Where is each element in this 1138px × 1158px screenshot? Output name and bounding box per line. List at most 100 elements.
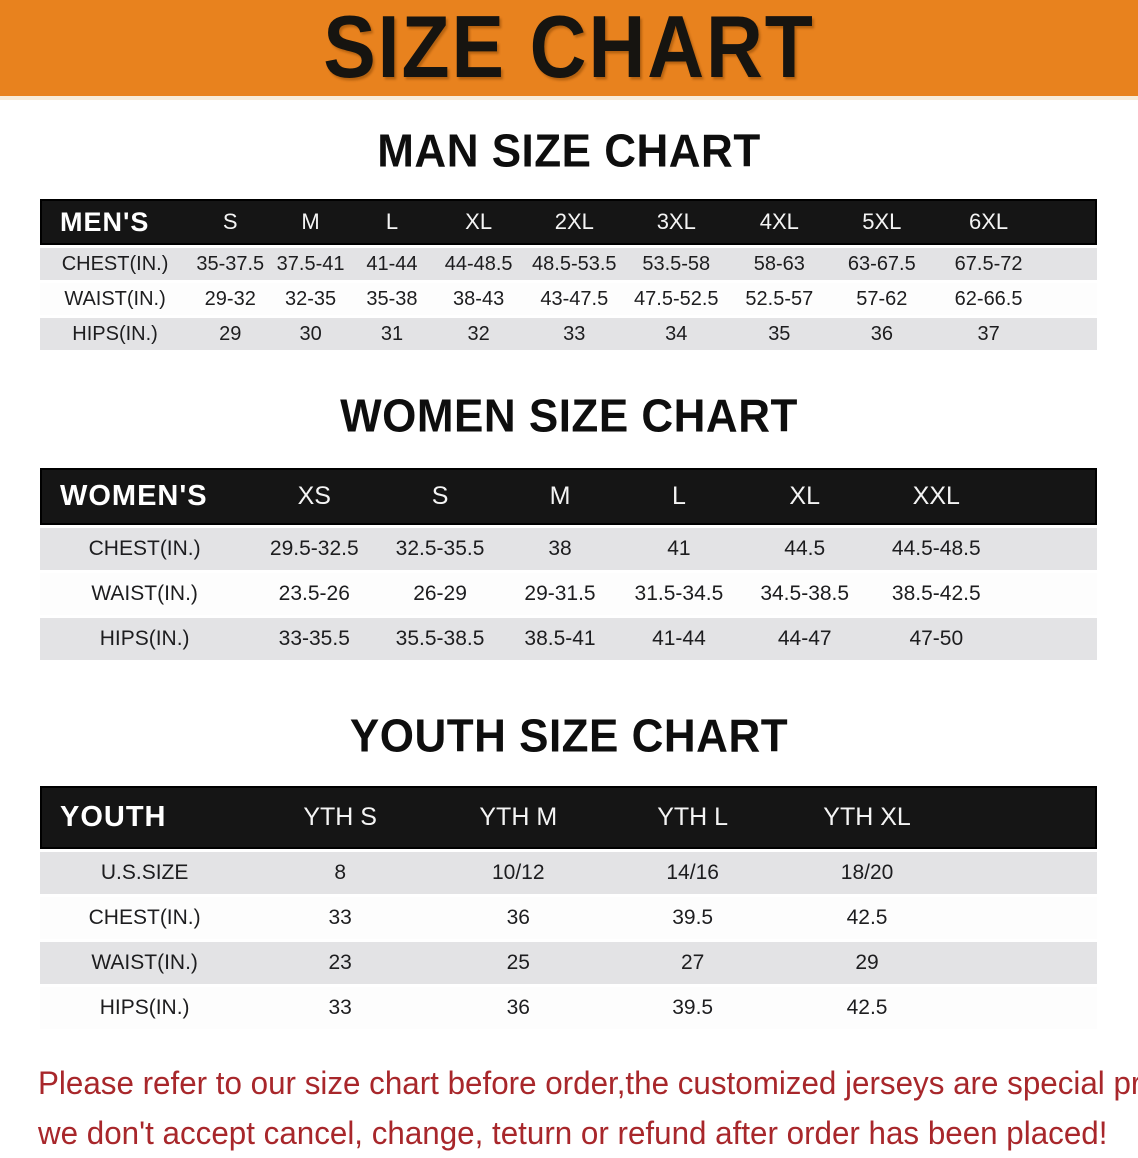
disclaimer-text: Please refer to our size chart before or… [38,1058,1138,1158]
row-label: CHEST(IN.) [40,248,191,280]
size-column-header: L [350,199,434,245]
row-spacer [1044,283,1097,315]
size-value-cell: 38.5-41 [500,618,620,660]
youth-corner-label: YOUTH [40,786,250,849]
size-value-cell: 33-35.5 [249,618,380,660]
banner-title: SIZE CHART [323,0,815,97]
size-value-cell: 26-29 [379,573,501,615]
size-value-cell: 36 [431,897,606,939]
size-column-header: XL [433,199,525,245]
size-value-cell: 31.5-34.5 [619,573,739,615]
header-spacer [954,786,1097,849]
table-row: HIPS(IN.) 29 30 31 32 33 34 35 36 37 [40,318,1097,350]
size-value-cell: 42.5 [779,987,955,1029]
row-label: CHEST(IN.) [40,897,250,939]
table-row: WAIST(IN.) 23 25 27 29 [40,942,1097,984]
size-value-cell: 30 [270,318,351,350]
size-value-cell: 35-37.5 [190,248,271,280]
size-column-header: 5XL [830,199,934,245]
size-column-header: YTH S [249,786,432,849]
row-label: HIPS(IN.) [40,318,191,350]
size-value-cell: 35 [728,318,831,350]
size-value-cell: 58-63 [728,248,831,280]
size-column-header: 4XL [728,199,831,245]
row-spacer [954,852,1097,894]
row-label: WAIST(IN.) [40,283,191,315]
row-label: CHEST(IN.) [40,528,250,570]
disclaimer-line-2: we don't accept cancel, change, teturn o… [38,1115,1108,1151]
table-row: U.S.SIZE 8 10/12 14/16 18/20 [40,852,1097,894]
header-spacer [1044,199,1097,245]
size-value-cell: 39.5 [605,987,780,1029]
size-column-header: S [190,199,271,245]
size-value-cell: 38-43 [433,283,525,315]
row-spacer [954,942,1097,984]
size-value-cell: 38 [500,528,620,570]
size-value-cell: 33 [249,897,432,939]
size-value-cell: 53.5-58 [624,248,729,280]
size-value-cell: 41-44 [619,618,739,660]
size-column-header: XL [738,468,871,525]
size-value-cell: 43-47.5 [524,283,625,315]
size-value-cell: 32-35 [270,283,351,315]
table-row: CHEST(IN.) 33 36 39.5 42.5 [40,897,1097,939]
disclaimer-line-1: Please refer to our size chart before or… [38,1065,1138,1101]
size-value-cell: 34.5-38.5 [738,573,871,615]
size-value-cell: 44.5-48.5 [870,528,1002,570]
header-spacer [1001,468,1097,525]
size-column-header: YTH M [431,786,606,849]
man-size-chart-heading: MAN SIZE CHART [377,125,761,178]
size-value-cell: 52.5-57 [728,283,831,315]
youth-size-chart-heading: YOUTH SIZE CHART [349,710,789,763]
size-column-header: 6XL [933,199,1045,245]
size-column-header: M [500,468,620,525]
size-value-cell: 44-47 [738,618,871,660]
row-label: WAIST(IN.) [40,942,250,984]
size-value-cell: 42.5 [779,897,955,939]
women-header-row: WOMEN'S XS S M L XL XXL [40,468,1097,525]
size-value-cell: 63-67.5 [830,248,934,280]
table-row: CHEST(IN.) 35-37.5 37.5-41 41-44 44-48.5… [40,248,1097,280]
row-spacer [1001,618,1097,660]
size-column-header: XS [249,468,380,525]
size-value-cell: 29-32 [190,283,271,315]
youth-header-row: YOUTH YTH S YTH M YTH L YTH XL [40,786,1097,849]
size-value-cell: 57-62 [830,283,934,315]
size-value-cell: 67.5-72 [933,248,1045,280]
size-value-cell: 47.5-52.5 [624,283,729,315]
row-spacer [1001,573,1097,615]
size-value-cell: 31 [350,318,434,350]
size-value-cell: 41-44 [350,248,434,280]
size-value-cell: 37.5-41 [270,248,351,280]
size-value-cell: 29-31.5 [500,573,620,615]
youth-size-table: YOUTH YTH S YTH M YTH L YTH XL U.S.SIZE … [40,783,1097,1032]
table-row: HIPS(IN.) 33-35.5 35.5-38.5 38.5-41 41-4… [40,618,1097,660]
size-value-cell: 14/16 [605,852,780,894]
size-chart-banner: SIZE CHART [0,0,1138,100]
row-spacer [1044,318,1097,350]
size-column-header: YTH XL [779,786,955,849]
row-label: HIPS(IN.) [40,618,250,660]
size-column-header: S [379,468,501,525]
size-column-header: 3XL [624,199,729,245]
women-corner-label: WOMEN'S [40,468,250,525]
row-label: WAIST(IN.) [40,573,250,615]
size-value-cell: 8 [249,852,432,894]
size-value-cell: 10/12 [431,852,606,894]
size-value-cell: 18/20 [779,852,955,894]
table-row: WAIST(IN.) 23.5-26 26-29 29-31.5 31.5-34… [40,573,1097,615]
size-value-cell: 34 [624,318,729,350]
size-value-cell: 62-66.5 [933,283,1045,315]
size-value-cell: 36 [830,318,934,350]
size-value-cell: 44-48.5 [433,248,525,280]
size-value-cell: 27 [605,942,780,984]
size-value-cell: 44.5 [738,528,871,570]
men-corner-label: MEN'S [40,199,191,245]
size-value-cell: 29 [779,942,955,984]
women-size-chart-heading: WOMEN SIZE CHART [340,390,798,443]
size-column-header: M [270,199,351,245]
size-value-cell: 38.5-42.5 [870,573,1002,615]
size-value-cell: 35.5-38.5 [379,618,501,660]
size-value-cell: 36 [431,987,606,1029]
size-value-cell: 32.5-35.5 [379,528,501,570]
